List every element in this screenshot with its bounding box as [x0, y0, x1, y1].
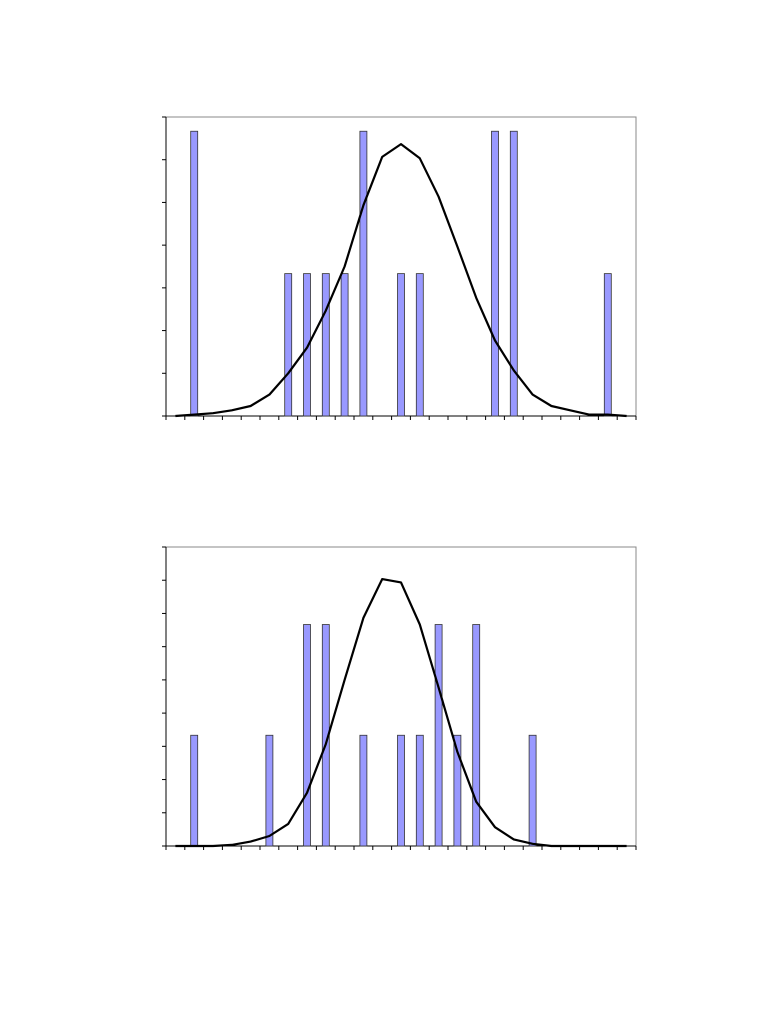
- bar: [603, 273, 612, 417]
- bar: [415, 273, 424, 417]
- bar: [359, 734, 368, 847]
- bar: [472, 624, 481, 847]
- bar: [397, 734, 405, 847]
- bar: [303, 273, 311, 417]
- bar: [265, 734, 274, 847]
- bar: [509, 130, 518, 417]
- curve: [175, 578, 627, 848]
- bar: [359, 130, 368, 417]
- bar: [190, 734, 199, 847]
- bar: [190, 130, 199, 417]
- bar: [528, 734, 537, 847]
- bar: [303, 624, 311, 847]
- bar: [453, 734, 462, 847]
- bar: [415, 734, 424, 847]
- curve: [175, 143, 627, 418]
- bar: [491, 130, 499, 417]
- bar: [340, 273, 349, 417]
- bar: [284, 273, 293, 417]
- bar: [397, 273, 405, 417]
- bar: [434, 624, 443, 847]
- bar: [321, 273, 330, 417]
